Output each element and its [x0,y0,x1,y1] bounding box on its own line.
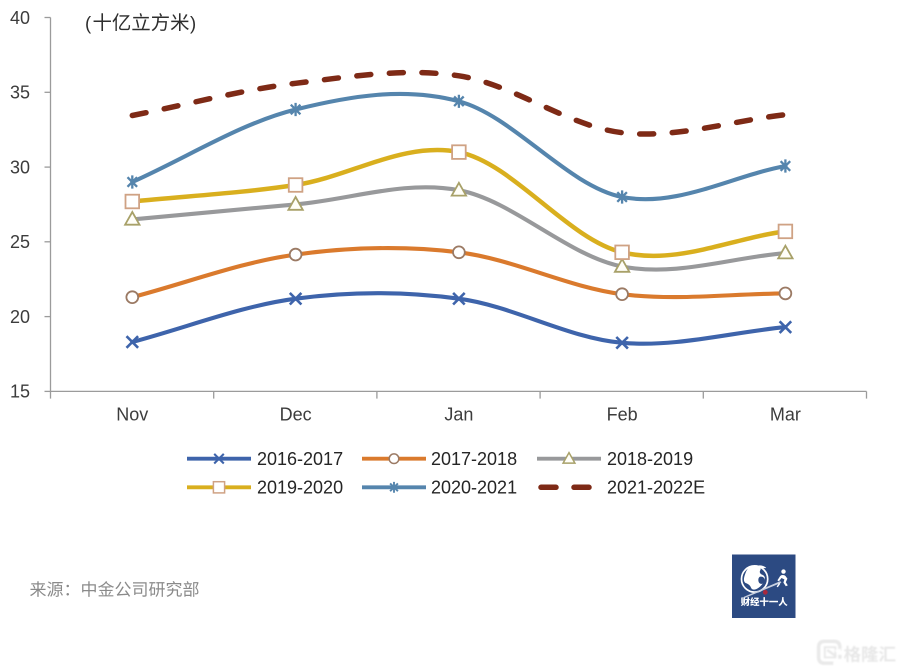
svg-text:40: 40 [10,8,30,28]
svg-text:2021-2022E: 2021-2022E [607,478,705,498]
svg-text:Jan: Jan [444,405,473,425]
svg-text:20: 20 [10,307,30,327]
svg-text:2018-2019: 2018-2019 [607,449,693,469]
svg-text:25: 25 [10,232,30,252]
svg-text:35: 35 [10,83,30,103]
svg-text:15: 15 [10,382,30,402]
svg-text:2019-2020: 2019-2020 [257,478,343,498]
svg-text:2016-2017: 2016-2017 [257,449,343,469]
svg-text:Nov: Nov [116,405,148,425]
svg-text:Feb: Feb [607,405,638,425]
svg-text:2017-2018: 2017-2018 [431,449,517,469]
svg-text:): ) [190,13,196,34]
svg-text:2020-2021: 2020-2021 [431,478,517,498]
svg-text:(: ( [85,13,92,34]
svg-text:Mar: Mar [770,405,801,425]
svg-text:30: 30 [10,157,30,177]
svg-text:Dec: Dec [280,405,312,425]
